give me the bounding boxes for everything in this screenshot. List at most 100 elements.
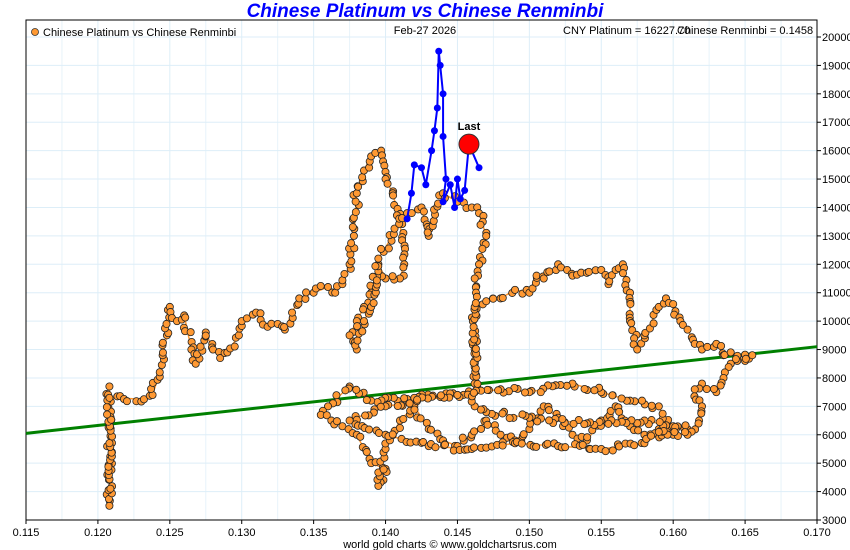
- history-point: [608, 391, 617, 400]
- history-point: [419, 438, 428, 447]
- history-point: [423, 228, 432, 237]
- history-point: [431, 443, 440, 452]
- history-point: [647, 431, 656, 440]
- history-point: [410, 405, 419, 414]
- history-point: [405, 399, 414, 408]
- history-point: [637, 396, 646, 405]
- history-point: [505, 414, 514, 423]
- history-point: [361, 411, 370, 420]
- recent-point: [407, 189, 415, 197]
- legend-marker: [31, 28, 39, 36]
- history-point: [419, 207, 428, 216]
- history-point: [416, 414, 425, 423]
- history-point: [521, 388, 530, 397]
- history-point: [477, 424, 486, 433]
- history-point: [717, 341, 726, 350]
- history-point: [518, 410, 527, 419]
- y-axis: 3000 4000 5000 6000 7000 8000 9000 10000 11000 12…: [817, 32, 850, 527]
- history-point: [105, 501, 114, 510]
- history-point: [332, 417, 341, 426]
- history-point: [413, 395, 422, 404]
- y-tick-label: 16000: [822, 146, 850, 158]
- trend-line: [25, 345, 818, 435]
- history-point: [399, 415, 408, 424]
- history-point: [230, 342, 239, 351]
- history-point: [615, 442, 624, 451]
- last-label: Last: [458, 121, 481, 133]
- history-point: [359, 317, 368, 326]
- history-point: [302, 288, 311, 297]
- history-point: [351, 208, 360, 217]
- x-tick-label: 0.145: [444, 527, 472, 539]
- history-point: [399, 253, 408, 262]
- history-point: [348, 223, 357, 232]
- history-point: [453, 390, 462, 399]
- x-tick-label: 0.165: [731, 527, 759, 539]
- x-tick-label: 0.115: [13, 527, 40, 539]
- history-point: [618, 269, 627, 278]
- history-point: [731, 355, 740, 364]
- history-point: [545, 267, 554, 276]
- history-point: [352, 385, 361, 394]
- y-tick-label: 17000: [822, 117, 850, 129]
- history-point: [345, 331, 354, 340]
- history-point: [316, 281, 325, 290]
- y-tick-label: 12000: [822, 259, 850, 271]
- history-point: [681, 428, 690, 437]
- history-point: [356, 432, 365, 441]
- history-point: [697, 409, 706, 418]
- history-point: [726, 348, 735, 357]
- history-point: [670, 428, 679, 437]
- recent-point: [456, 195, 464, 203]
- y-tick-label: 13000: [822, 231, 850, 243]
- history-point: [703, 342, 712, 351]
- recent-point: [439, 90, 447, 98]
- history-point: [322, 411, 331, 420]
- history-point: [384, 244, 393, 253]
- recent-point: [435, 47, 443, 55]
- y-tick-label: 3000: [822, 515, 846, 527]
- history-point: [354, 182, 363, 191]
- history-point: [583, 433, 592, 442]
- y-tick-label: 4000: [822, 487, 846, 499]
- y-tick-label: 14000: [822, 202, 850, 214]
- history-point: [353, 336, 362, 345]
- history-point: [669, 300, 678, 309]
- history-point: [469, 322, 478, 331]
- history-point: [716, 381, 725, 390]
- recent-point: [403, 215, 411, 223]
- history-point: [106, 484, 115, 493]
- history-point: [478, 244, 487, 253]
- recent-point: [418, 164, 425, 172]
- history-point: [694, 419, 703, 428]
- history-point: [288, 308, 297, 317]
- x-tick-label: 0.170: [803, 527, 831, 539]
- history-point: [510, 285, 519, 294]
- history-point: [399, 263, 408, 272]
- history-point: [383, 179, 392, 188]
- history-point: [649, 319, 658, 328]
- history-point: [647, 401, 656, 410]
- history-point: [498, 409, 507, 418]
- y-tick-label: 6000: [822, 430, 846, 442]
- y-tick-label: 15000: [822, 174, 850, 186]
- history-point: [139, 395, 148, 404]
- legend-label: Chinese Platinum vs Chinese Renminbi: [43, 27, 236, 39]
- history-point: [543, 439, 552, 448]
- history-point: [155, 368, 164, 377]
- history-point: [498, 293, 507, 302]
- history-point: [580, 420, 589, 429]
- history-point: [388, 272, 397, 281]
- history-point: [678, 320, 687, 329]
- history-point: [353, 322, 362, 331]
- history-point: [606, 406, 615, 415]
- history-point: [372, 276, 381, 285]
- history-point: [158, 348, 167, 357]
- history-point: [362, 448, 371, 457]
- recent-point: [446, 181, 454, 189]
- history-point: [389, 191, 398, 200]
- y-tick-label: 10000: [822, 316, 850, 328]
- history-point: [489, 294, 498, 303]
- recent-point: [410, 161, 418, 169]
